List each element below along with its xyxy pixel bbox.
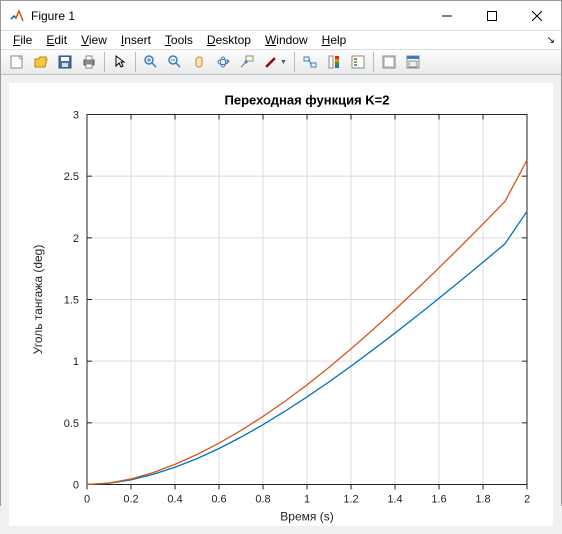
plot-area: 0 0.2 0.4 0.6 0.8 1 1.2 1.4 1.6 1.8 2 0 0.5 1 1.5 2 2.5 3…: [1, 75, 561, 534]
menu-window[interactable]: Window: [259, 31, 314, 49]
new-figure-button[interactable]: [5, 50, 29, 74]
zoom-out-button[interactable]: [163, 50, 187, 74]
close-button[interactable]: [514, 1, 559, 30]
menu-help[interactable]: Help: [316, 31, 353, 49]
print-button[interactable]: [77, 50, 101, 74]
svg-text:0: 0: [84, 494, 90, 506]
rotate-button[interactable]: [211, 50, 235, 74]
menu-view[interactable]: View: [75, 31, 113, 49]
window-title: Figure 1: [31, 9, 424, 23]
svg-text:0.5: 0.5: [64, 418, 79, 430]
svg-text:2: 2: [73, 233, 79, 245]
svg-text:0.6: 0.6: [211, 494, 226, 506]
show-tools-button[interactable]: [401, 50, 425, 74]
menu-edit[interactable]: Edit: [40, 31, 73, 49]
toolbar-separator: [135, 52, 136, 72]
chart-title: Переходная функция K=2: [225, 93, 390, 108]
link-button[interactable]: [298, 50, 322, 74]
svg-text:1: 1: [304, 494, 310, 506]
svg-text:2: 2: [524, 494, 530, 506]
zoom-in-button[interactable]: [139, 50, 163, 74]
y-axis-label: Уголь тангажа (deg): [31, 245, 45, 355]
toolbar: ▼: [1, 50, 561, 75]
toolbar-separator: [294, 52, 295, 72]
menu-desktop[interactable]: Desktop: [201, 31, 257, 49]
titlebar: Figure 1: [1, 1, 561, 31]
svg-text:1.2: 1.2: [343, 494, 358, 506]
svg-text:0.8: 0.8: [255, 494, 270, 506]
svg-text:0.4: 0.4: [167, 494, 182, 506]
insert-colorbar-button[interactable]: [322, 50, 346, 74]
brush-button[interactable]: ▼: [259, 50, 291, 74]
menubar-expand-icon[interactable]: ↘: [547, 35, 555, 46]
maximize-button[interactable]: [469, 1, 514, 30]
svg-text:1.5: 1.5: [64, 295, 79, 307]
svg-text:1.8: 1.8: [475, 494, 490, 506]
open-button[interactable]: [29, 50, 53, 74]
menu-file[interactable]: File: [7, 31, 38, 49]
matlab-icon: [9, 8, 25, 24]
toolbar-separator: [104, 52, 105, 72]
insert-legend-button[interactable]: [346, 50, 370, 74]
minimize-button[interactable]: [424, 1, 469, 30]
pan-button[interactable]: [187, 50, 211, 74]
save-button[interactable]: [53, 50, 77, 74]
svg-text:0: 0: [73, 480, 79, 492]
menu-tools[interactable]: Tools: [159, 31, 199, 49]
svg-text:3: 3: [73, 110, 79, 122]
x-axis-label: Время (s): [280, 510, 333, 524]
menubar: File Edit View Insert Tools Desktop Wind…: [1, 31, 561, 50]
chart-svg: 0 0.2 0.4 0.6 0.8 1 1.2 1.4 1.6 1.8 2 0 0.5 1 1.5 2 2.5 3…: [9, 83, 553, 526]
hide-tools-button[interactable]: [377, 50, 401, 74]
svg-text:0.2: 0.2: [123, 494, 138, 506]
svg-text:1.4: 1.4: [387, 494, 402, 506]
data-cursor-button[interactable]: [235, 50, 259, 74]
pointer-button[interactable]: [108, 50, 132, 74]
svg-text:1.6: 1.6: [431, 494, 446, 506]
figure-window: Figure 1 File Edit View Insert Tools Des…: [0, 0, 562, 506]
svg-text:2.5: 2.5: [64, 171, 79, 183]
svg-text:1: 1: [73, 356, 79, 368]
toolbar-separator: [373, 52, 374, 72]
menu-insert[interactable]: Insert: [115, 31, 157, 49]
